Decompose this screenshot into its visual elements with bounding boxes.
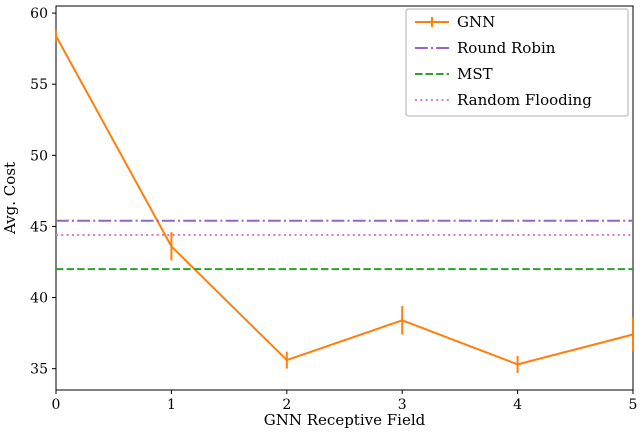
legend-item-random-flooding: Random Flooding [415, 91, 592, 109]
x-tick-label: 5 [629, 397, 638, 413]
x-axis-label: GNN Receptive Field [264, 411, 426, 429]
legend-frame [405, 8, 629, 117]
x-tick-label: 2 [282, 397, 291, 413]
y-tick-label: 40 [30, 291, 48, 307]
series-line [55, 35, 634, 366]
legend-label: MST [457, 65, 493, 83]
y-tick-label: 55 [30, 77, 48, 93]
legend-label: GNN [457, 13, 495, 31]
x-tick-label: 0 [52, 397, 61, 413]
series-gnn [55, 30, 634, 373]
legend-item-round-robin: Round Robin [415, 39, 556, 57]
y-tick-label: 60 [30, 6, 48, 22]
y-tick-label: 35 [30, 362, 48, 378]
x-tick-label: 4 [513, 397, 522, 413]
legend-label: Round Robin [457, 39, 556, 57]
y-tick-label: 50 [30, 148, 48, 164]
legend-item-gnn: GNN [415, 13, 495, 31]
legend-label: Random Flooding [457, 91, 592, 109]
x-tick-label: 1 [167, 397, 176, 413]
x-tick-label: 3 [398, 397, 407, 413]
y-axis-label: Avg. Cost [1, 162, 19, 235]
legend: GNN Round Robin MST Random Flooding [405, 8, 629, 117]
y-tick-label: 45 [30, 219, 48, 235]
legend-item-mst: MST [415, 65, 493, 83]
plot-frame [55, 5, 634, 391]
